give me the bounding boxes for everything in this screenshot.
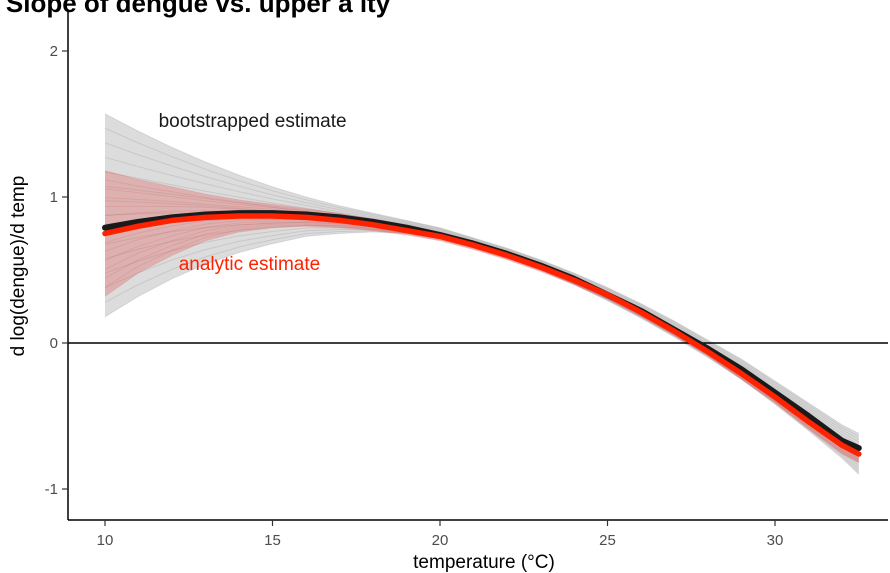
y-axis-title: d log(dengue)/d temp — [8, 176, 29, 357]
x-tick-label: 30 — [767, 532, 784, 549]
bootstrapped-estimate-sample-line — [104, 231, 860, 475]
bootstrapped-estimate-sample-line — [104, 113, 860, 434]
analytic-estimate-sample-line — [104, 224, 860, 463]
estimate-lines — [102, 210, 862, 457]
x-tick-label: 25 — [599, 532, 616, 549]
axes — [67, 12, 888, 521]
analytic-estimate-sample-line — [104, 225, 860, 464]
chart-title: ) Slope of dengue vs. upper a ity — [0, 0, 391, 18]
y-tick-label: -1 — [45, 481, 58, 498]
bootstrapped-estimate-sample-line — [104, 127, 860, 437]
x-tick-label: 20 — [432, 532, 449, 549]
y-tick-label: 0 — [50, 335, 58, 352]
annotation-label: bootstrapped estimate — [159, 111, 347, 132]
x-tick-label: 15 — [264, 532, 281, 549]
x-axis-title: temperature (°C) — [413, 552, 555, 573]
uncertainty-bands — [104, 113, 860, 475]
analytic-estimate-line — [102, 213, 862, 457]
y-tick-label: 1 — [50, 189, 58, 206]
analytic-estimate-band — [105, 170, 859, 463]
bootstrapped-estimate-sample-line — [104, 156, 860, 443]
x-tick-label: 10 — [97, 532, 114, 549]
axis-ticks: 10 15 20 25 30 -1 0 1 2 — [45, 43, 784, 549]
analytic-estimate-sample-line — [104, 223, 860, 462]
bootstrapped-estimate-band — [105, 113, 859, 475]
annotation-label: analytic estimate — [179, 254, 321, 275]
annotations: bootstrapped estimate analytic estimate — [159, 111, 347, 275]
bootstrapped-estimate-sample-line — [104, 142, 860, 440]
y-tick-label: 2 — [50, 43, 58, 60]
